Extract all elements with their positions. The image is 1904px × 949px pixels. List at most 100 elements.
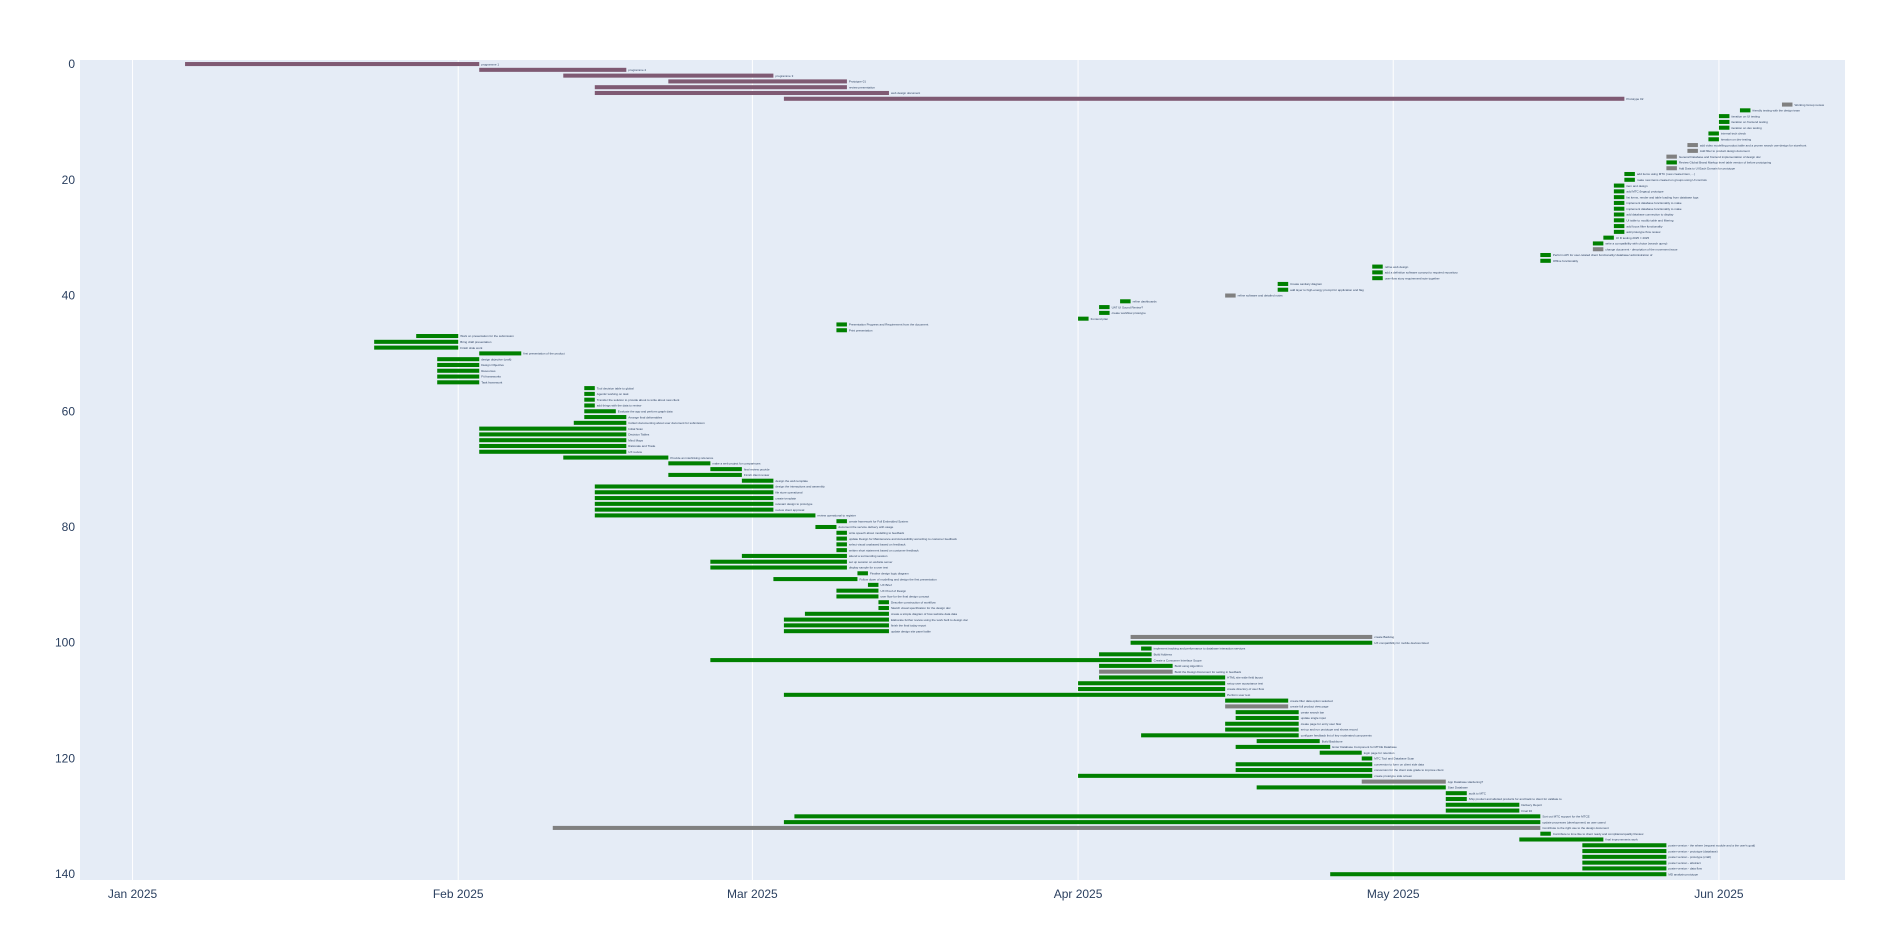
task-bar-label: Decision Tables <box>628 433 649 437</box>
task-bar <box>1141 646 1152 651</box>
task-bar <box>1078 681 1226 686</box>
task-bar <box>1225 704 1289 709</box>
task-bar <box>878 605 889 611</box>
task-bar-label: poster version - abstract <box>1668 861 1700 865</box>
x-tick-label: Feb 2025 <box>433 887 484 901</box>
task-bar-label: Print presentation <box>849 328 873 332</box>
task-bar <box>1666 166 1677 171</box>
task-bar-label: conversion to form on client side data <box>1374 762 1424 766</box>
task-bar-label: first presentation of the product <box>523 352 565 356</box>
task-bar <box>1361 779 1446 784</box>
task-bar-label: App Database Hardening? <box>1448 780 1484 784</box>
task-bar-label: Create sanitary diagram <box>1290 282 1323 286</box>
task-bar <box>1372 264 1383 269</box>
task-bar-label: Mind Maps <box>628 438 643 442</box>
task-bar <box>1540 258 1551 263</box>
task-bar <box>1225 727 1299 732</box>
task-bar <box>594 501 774 506</box>
task-bar-label: Perform user test <box>1227 693 1250 697</box>
task-bar <box>1582 866 1667 871</box>
task-bar <box>437 374 480 379</box>
task-bar-label: UX Proof of Design <box>880 589 906 593</box>
task-bar-label: write a compatibility with choice (searc… <box>1605 242 1667 246</box>
task-bar <box>668 79 847 84</box>
task-bar <box>563 455 669 460</box>
task-bar <box>1319 750 1362 755</box>
task-bar <box>1372 270 1383 275</box>
task-bar <box>594 513 816 518</box>
task-bar <box>794 814 1541 819</box>
y-tick-label: 60 <box>62 404 76 418</box>
task-bar <box>1256 739 1320 744</box>
task-bar-label: Prototype 01 <box>849 80 866 84</box>
task-bar <box>374 345 459 350</box>
task-bar <box>1739 108 1751 113</box>
task-bar <box>804 611 889 616</box>
task-bar <box>1445 796 1467 802</box>
task-bar-label: Initial Scan <box>628 427 643 431</box>
task-bar <box>836 536 847 541</box>
task-bar <box>836 588 879 593</box>
task-bar-label: finish the final today report <box>891 624 926 628</box>
task-bar <box>479 443 627 449</box>
task-bar <box>783 820 1541 825</box>
task-bar-label: make new items created on groups using U… <box>1637 178 1707 182</box>
task-bar-label: written short statement based on custome… <box>849 548 919 552</box>
task-bar-label: iteration on dev testing <box>1721 137 1752 141</box>
task-bar <box>584 391 595 396</box>
task-bar-label: implement tracking and performance to da… <box>1154 647 1246 651</box>
task-bar-label: Provide an interlinking reference <box>670 456 713 460</box>
task-bar-label: Agentic working on task <box>597 392 629 396</box>
task-bar-label: Enter Database Component for MTCE Databa… <box>1332 745 1397 749</box>
task-bar-label: Contribute to time like to client ready … <box>1553 832 1644 836</box>
task-bar <box>573 420 627 425</box>
task-bar <box>185 62 480 67</box>
task-bar <box>1330 872 1667 877</box>
task-bar-label: refine dashboards <box>1133 300 1158 304</box>
task-bar <box>1099 669 1173 674</box>
task-bar-label: Build using Algorithm <box>1175 664 1204 668</box>
y-tick-label: 20 <box>62 173 76 187</box>
task-bar <box>1624 171 1635 177</box>
task-bar <box>1613 212 1625 217</box>
task-bar <box>1099 310 1110 315</box>
task-bar-label: web design document <box>891 91 920 95</box>
task-bar-label: change document - description of the mov… <box>1605 247 1677 251</box>
task-bar <box>437 380 480 385</box>
task-bar <box>1225 698 1289 703</box>
task-bar-label: Fit frameworks <box>481 375 501 379</box>
task-bar <box>836 328 847 333</box>
task-bar-label: Delivery Report <box>1521 803 1542 807</box>
task-bar <box>741 478 774 483</box>
task-bar-label: create full product view page <box>1290 705 1329 709</box>
task-bar-label: poster version - the where (request modu… <box>1668 843 1755 847</box>
task-bar-label: iteration on dev testing <box>1731 126 1762 130</box>
task-bar <box>1099 663 1173 668</box>
task-bar <box>1708 131 1719 136</box>
task-bar-label: Work on presentation for the submission <box>460 334 514 338</box>
task-bar-label: setup user acceptance test <box>1227 681 1263 685</box>
vertical-gridlines <box>132 60 1720 880</box>
task-bar-label: create page for entry user flow <box>1301 722 1342 726</box>
task-bar <box>1540 831 1551 836</box>
x-tick-label: May 2025 <box>1367 887 1420 901</box>
task-bar <box>710 565 847 570</box>
task-bar-label: Finalise design logic diagram <box>870 571 909 575</box>
task-bar-label: design objective (craft) <box>481 357 511 361</box>
task-bar-label: update single input <box>1301 716 1326 720</box>
task-bar-label: Ship product and allotted products for a… <box>1469 797 1562 801</box>
task-bar-label: Task framework <box>481 381 503 385</box>
task-bar <box>1718 114 1730 119</box>
task-bar-label: create a simple diagram of how website d… <box>891 612 957 616</box>
task-bar <box>836 530 847 535</box>
task-bar-label: Elaborate further review using the work … <box>891 618 969 622</box>
task-bar <box>1099 652 1152 657</box>
x-tick-label: Apr 2025 <box>1054 887 1103 901</box>
task-bar-label: create filter data option selected <box>1290 699 1333 703</box>
task-bar-label: Collect documenting about user document … <box>628 421 705 425</box>
task-bar <box>1687 148 1698 153</box>
y-tick-label: 100 <box>55 636 75 650</box>
task-bar <box>1445 808 1520 813</box>
task-bar-label: create directory of user flow <box>1227 687 1265 691</box>
task-bar <box>374 339 459 344</box>
